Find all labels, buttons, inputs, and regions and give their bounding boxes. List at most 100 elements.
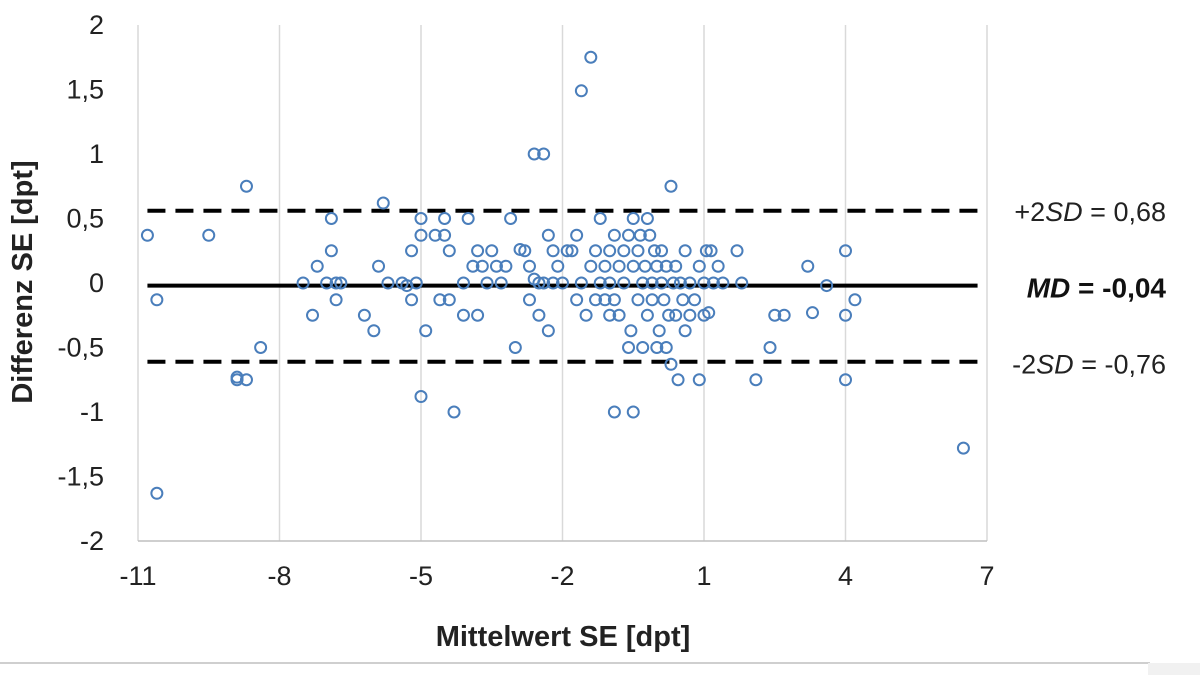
x-tick-label: 7 — [979, 561, 994, 591]
data-point — [678, 244, 692, 258]
data-point — [461, 212, 475, 225]
data-point — [593, 276, 607, 290]
data-point — [645, 293, 659, 307]
x-tick-label: -5 — [409, 561, 433, 591]
data-point — [570, 228, 584, 242]
data-point — [801, 259, 815, 273]
y-tick-label: 1 — [89, 139, 104, 169]
data-point — [671, 373, 685, 387]
data-point — [631, 244, 645, 258]
data-point — [334, 276, 348, 290]
data-point — [706, 276, 720, 290]
data-point — [508, 341, 522, 354]
data-point — [522, 293, 536, 307]
data-point — [438, 212, 452, 225]
data-point — [603, 308, 617, 322]
data-point — [617, 276, 631, 290]
md-label: MD = -0,04 — [1027, 273, 1167, 304]
data-point — [640, 308, 654, 322]
data-point — [636, 276, 650, 290]
data-point — [442, 293, 456, 307]
x-tick-label: 4 — [838, 561, 853, 591]
data-point — [683, 308, 697, 322]
data-point — [839, 244, 852, 258]
data-point — [306, 308, 320, 322]
data-point — [409, 276, 423, 290]
data-point — [683, 276, 697, 290]
data-point — [560, 244, 574, 258]
data-point — [777, 308, 791, 322]
data-point — [324, 244, 338, 258]
data-point — [820, 279, 834, 293]
data-point — [546, 276, 560, 290]
data-point — [329, 293, 343, 307]
data-point — [697, 276, 711, 290]
data-point — [489, 259, 503, 273]
data-point — [652, 324, 666, 338]
sd-label: -2SD = -0,76 — [1012, 350, 1166, 380]
data-point — [711, 259, 725, 273]
data-point — [140, 228, 154, 242]
footer-corner — [1148, 663, 1200, 675]
data-point — [749, 373, 763, 387]
data-point — [643, 228, 657, 242]
data-point-layer — [140, 50, 970, 500]
data-point — [626, 212, 640, 225]
data-point — [499, 259, 513, 273]
data-point — [805, 306, 819, 320]
data-point — [640, 212, 654, 225]
data-point — [692, 259, 706, 273]
y-tick-label: 0 — [89, 268, 104, 298]
data-point — [669, 259, 683, 273]
footer-divider — [0, 662, 1150, 664]
reference-label-layer: +2SD = 0,68 MD = -0,04 -2SD = -0,76 — [1012, 197, 1166, 380]
data-point — [603, 244, 617, 258]
data-point — [631, 293, 645, 307]
data-point — [598, 293, 612, 307]
data-point — [848, 293, 862, 307]
data-point — [456, 276, 470, 290]
data-point — [650, 259, 664, 273]
data-point — [447, 405, 461, 419]
data-point — [329, 276, 343, 290]
data-point — [607, 405, 621, 419]
data-point — [702, 306, 716, 320]
data-point — [372, 259, 386, 273]
data-point — [414, 228, 428, 242]
data-point — [659, 341, 673, 354]
data-point — [565, 244, 579, 258]
data-point — [239, 373, 253, 387]
data-point — [626, 259, 640, 273]
data-point — [518, 244, 532, 258]
data-point — [678, 324, 692, 338]
axis-layer: -11 -8 -5 -2 1 4 7 -2 -1,5 -1 -0,5 0 0,5 1 1,5 2 — [57, 10, 994, 591]
data-point — [626, 405, 640, 419]
data-point — [456, 308, 470, 322]
data-point — [612, 259, 626, 273]
data-point — [659, 259, 673, 273]
data-point — [532, 308, 546, 322]
data-point — [466, 259, 480, 273]
data-point — [239, 179, 253, 193]
data-point — [546, 244, 560, 258]
data-point — [471, 244, 485, 258]
data-point — [584, 50, 598, 64]
data-point — [699, 244, 713, 258]
data-point — [636, 341, 650, 354]
data-point — [624, 324, 638, 338]
data-point — [357, 308, 371, 322]
x-tick-label: -2 — [550, 561, 574, 591]
data-point — [574, 84, 588, 98]
data-point — [541, 324, 555, 338]
y-tick-label: -1 — [80, 397, 104, 427]
data-point — [617, 244, 631, 258]
data-point — [433, 293, 447, 307]
data-point — [622, 228, 636, 242]
y-tick-label: 2 — [89, 10, 104, 40]
data-point — [419, 324, 433, 338]
data-point — [150, 486, 164, 500]
data-point — [593, 212, 607, 225]
data-point — [664, 357, 678, 371]
data-point — [532, 276, 546, 290]
